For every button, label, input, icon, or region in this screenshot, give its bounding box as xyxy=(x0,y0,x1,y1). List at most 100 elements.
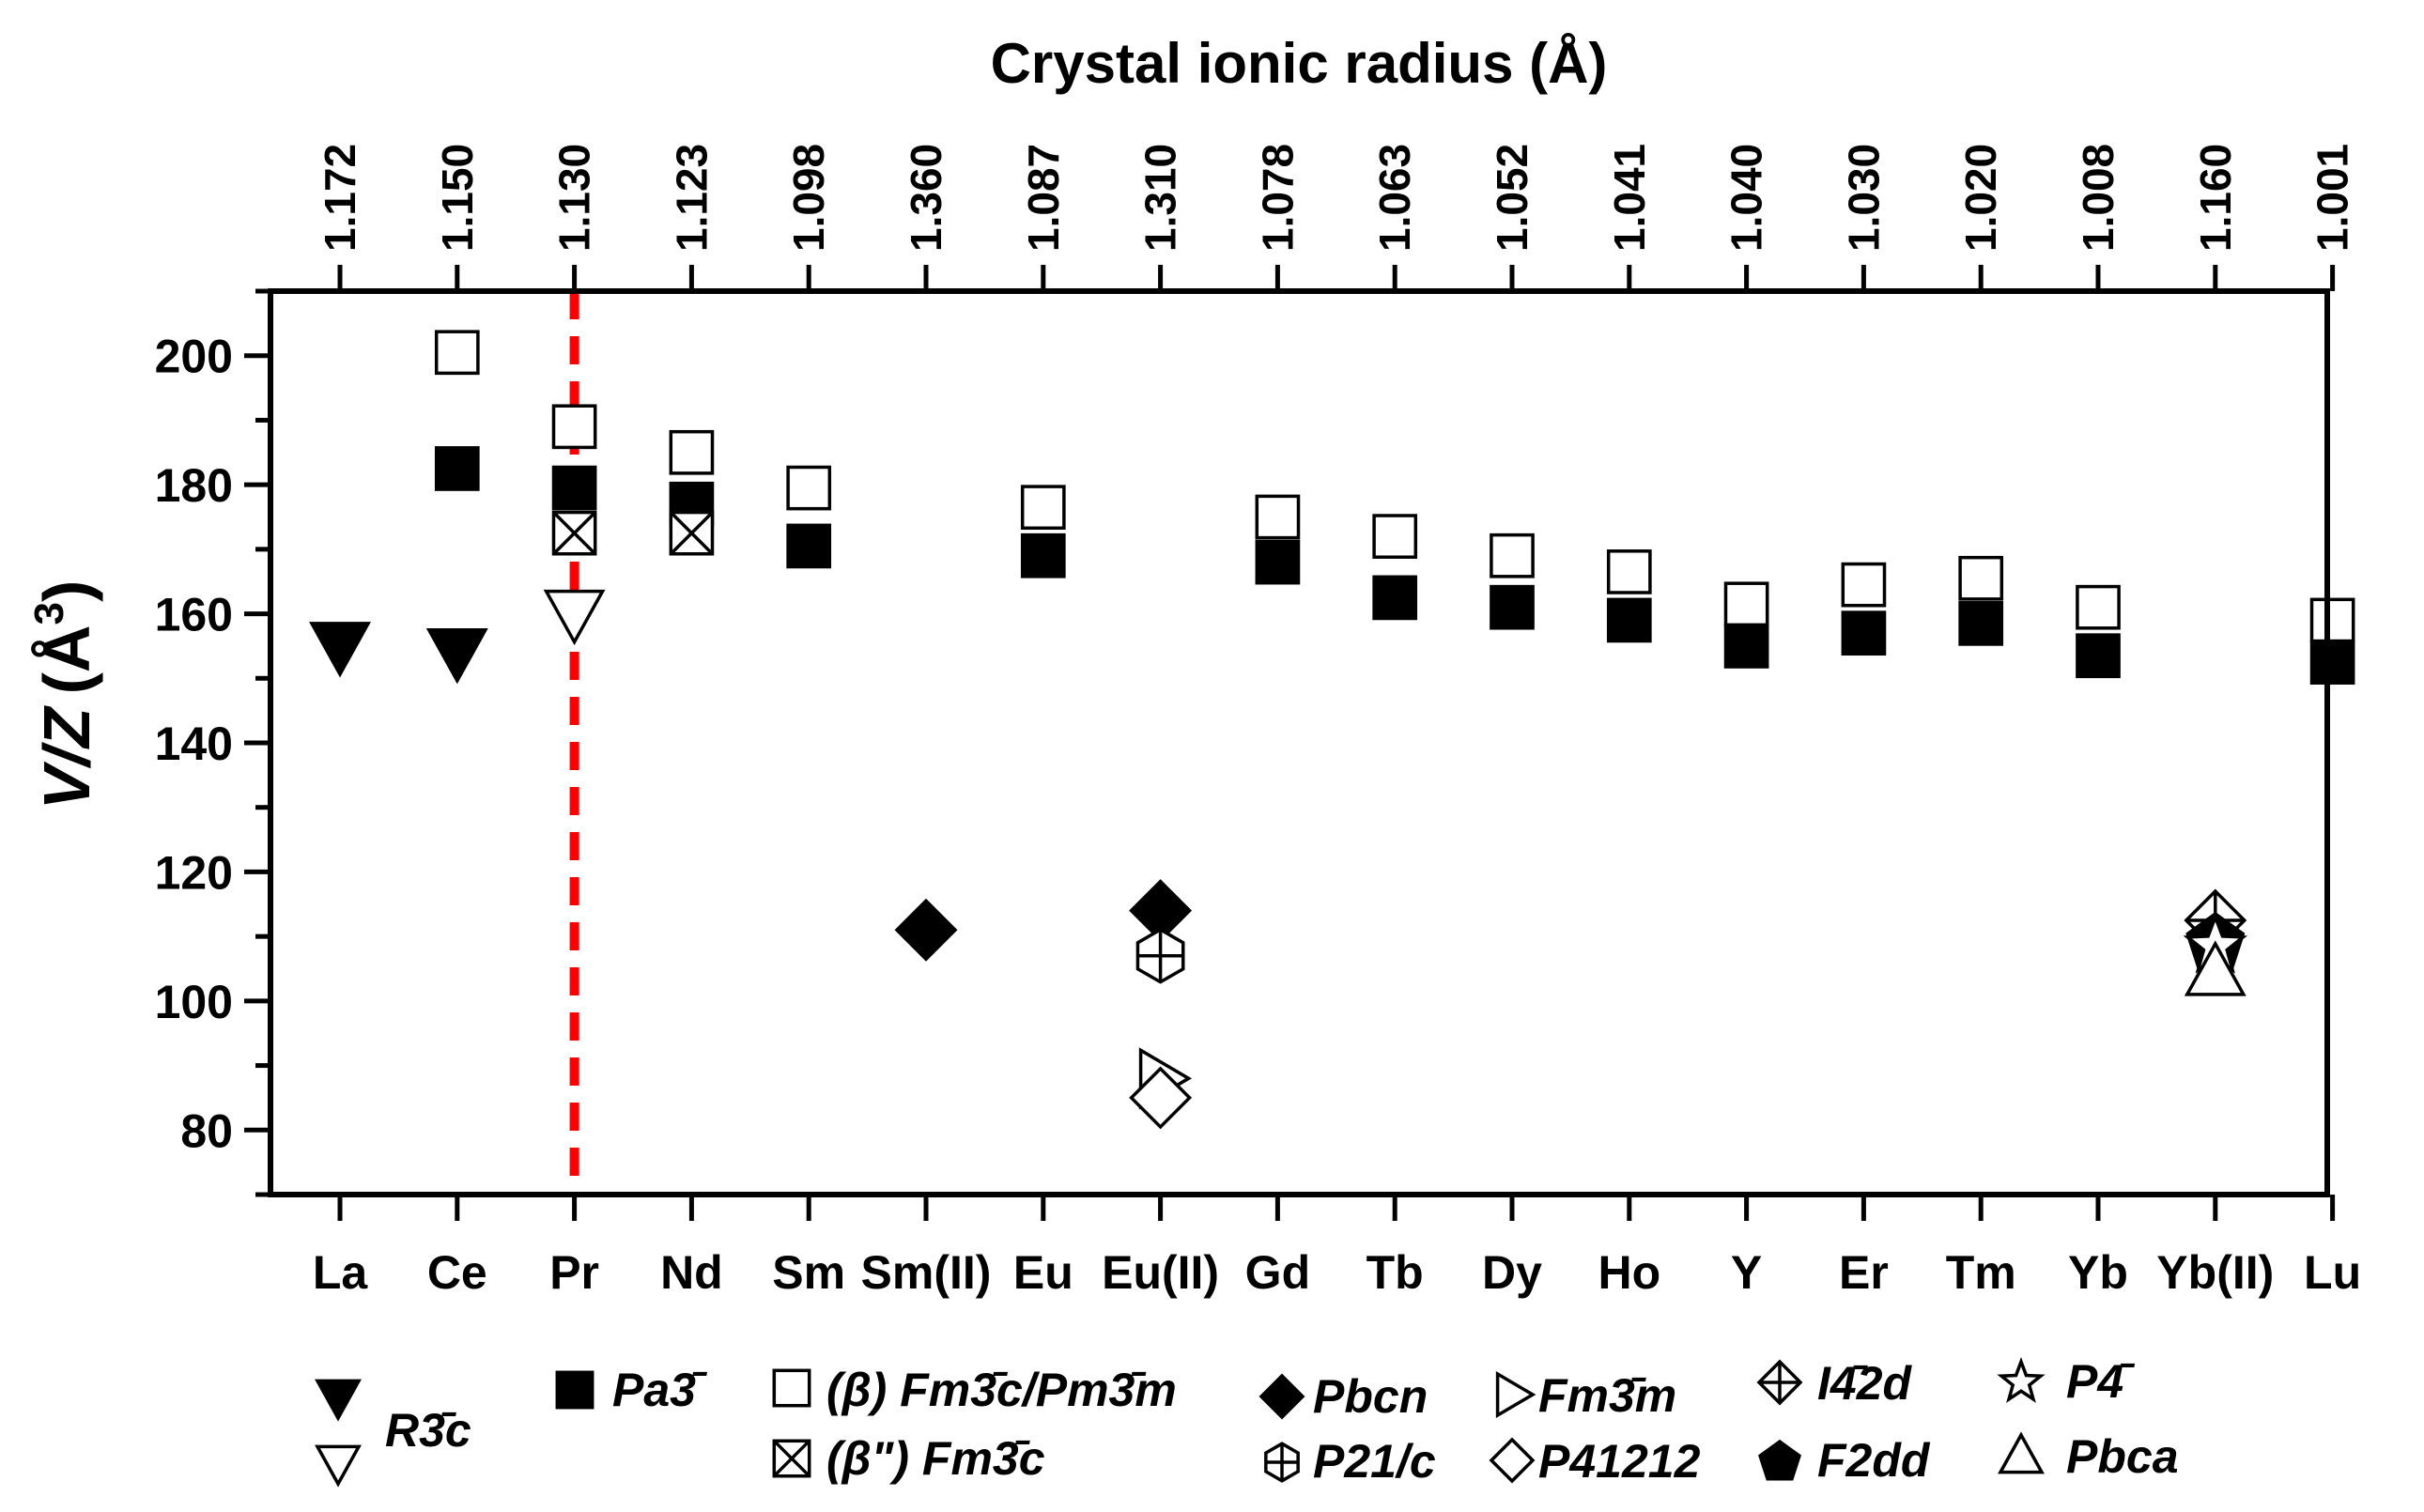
x-tick-label: Sm(II) xyxy=(861,1246,992,1299)
legend-label: Pbcn xyxy=(1313,1370,1428,1423)
top-tick-label: 1.087 xyxy=(1019,144,1068,252)
x-tick-label: Ce xyxy=(427,1246,487,1299)
top-tick-label: 1.041 xyxy=(1605,144,1654,252)
x-tick-label: Sm xyxy=(772,1246,845,1299)
legend-marker xyxy=(1264,1442,1300,1483)
data-point xyxy=(1020,532,1066,579)
x-tick-label: Ho xyxy=(1598,1246,1660,1299)
top-tick-label: 1.123 xyxy=(667,144,716,252)
legend-label: P41212 xyxy=(1538,1435,1701,1488)
legend: R3̄c Pa3̄ (β) Fm3̄c/Pm3̄m (β") Fm3̄c Pbcn P21… xyxy=(315,1355,2179,1488)
data-point xyxy=(1135,927,1185,984)
y-tick-label: 140 xyxy=(155,717,233,770)
top-tick-label: 1.078 xyxy=(1253,144,1302,252)
top-tick-label: 1.130 xyxy=(550,144,599,252)
legend-marker xyxy=(1756,1359,1803,1406)
y-tick-label: 80 xyxy=(180,1104,233,1157)
top-tick-label: 1.052 xyxy=(1488,144,1536,252)
legend-marker xyxy=(772,1439,811,1478)
top-tick-label: 1.172 xyxy=(316,144,364,252)
x-tick-label: Yb(II) xyxy=(2156,1246,2274,1299)
x-tick-label: Er xyxy=(1839,1246,1889,1299)
x-tick-label: Lu xyxy=(2304,1246,2361,1299)
top-tick-label: 1.040 xyxy=(1722,144,1771,252)
legend-label: R3̄c xyxy=(385,1404,471,1457)
legend-label: (β) Fm3̄c/Pm3̄m xyxy=(826,1364,1177,1416)
data-point xyxy=(786,523,832,569)
y-axis-title-unit: (Å xyxy=(30,625,103,695)
plot-frame xyxy=(268,288,2330,1197)
x-tick-label: Yb xyxy=(2068,1246,2128,1299)
data-point xyxy=(1490,584,1535,630)
data-point xyxy=(1255,494,1301,540)
data-point xyxy=(434,330,480,376)
data-point xyxy=(543,589,606,646)
legend-marker xyxy=(772,1368,811,1408)
top-tick-label: 1.030 xyxy=(1839,144,1888,252)
x-tick-label: Gd xyxy=(1245,1246,1310,1299)
data-point xyxy=(425,628,488,685)
x-tick-label: Y xyxy=(1731,1246,1762,1299)
data-point xyxy=(1606,549,1652,594)
data-point xyxy=(1958,555,2004,601)
legend-label: I4̄2d xyxy=(1817,1357,1913,1410)
data-point xyxy=(1958,601,2004,646)
data-point xyxy=(2309,640,2355,685)
data-point xyxy=(551,465,597,511)
data-point xyxy=(2076,584,2121,630)
y-tick-label: 180 xyxy=(155,459,233,512)
x-tick-label: Tm xyxy=(1946,1246,2016,1299)
data-point xyxy=(1129,1066,1193,1130)
data-points xyxy=(309,330,2355,1130)
legend-marker xyxy=(1495,1370,1536,1419)
x-tick-label: Tb xyxy=(1366,1246,1424,1299)
data-point xyxy=(669,510,715,556)
y-axis-title-exp: 3 xyxy=(26,602,72,625)
y-tick-label: 200 xyxy=(155,331,233,383)
legend-label: P21/c xyxy=(1313,1435,1436,1488)
data-point xyxy=(2309,597,2355,643)
legend-label: (β") Fm3̄c xyxy=(826,1432,1045,1485)
top-tick-label: 1.360 xyxy=(902,144,950,252)
legend-marker xyxy=(1758,1439,1801,1481)
legend-label: F2dd xyxy=(1817,1434,1931,1487)
y-axis-title-close: ) xyxy=(30,580,103,602)
top-tick-label: 1.063 xyxy=(1370,144,1419,252)
data-point xyxy=(669,429,715,475)
data-point xyxy=(1020,485,1066,531)
legend-marker xyxy=(315,1379,362,1422)
axes: 80 100 120 140 160 180 200 La 1.172 Ce 1.150 Pr 1.13… xyxy=(155,144,2362,1299)
top-tick-label: 1.008 xyxy=(2074,144,2123,252)
legend-marker xyxy=(315,1444,362,1488)
y-tick-label: 160 xyxy=(155,589,233,641)
top-axis-title: Crystal ionic radius (Å) xyxy=(991,32,1608,95)
data-point xyxy=(2076,633,2121,679)
data-point xyxy=(1490,532,1535,579)
x-tick-label: Nd xyxy=(660,1246,723,1299)
top-tick-label: 1.020 xyxy=(1956,144,2005,252)
top-tick-label: 1.160 xyxy=(2191,144,2240,252)
y-tick-label: 100 xyxy=(155,976,233,1028)
data-point xyxy=(551,510,597,556)
data-point xyxy=(1606,597,1652,643)
legend-label: Pbca xyxy=(2066,1430,2179,1483)
y-axis-title: V/Z (Å3) xyxy=(26,580,103,810)
legend-marker xyxy=(1997,1357,2046,1403)
data-point xyxy=(786,465,832,511)
legend-marker xyxy=(1258,1373,1305,1420)
data-point xyxy=(1372,514,1418,559)
data-point xyxy=(1255,539,1301,585)
top-tick-label: 1.150 xyxy=(433,144,482,252)
legend-marker xyxy=(555,1370,594,1410)
y-axis-title-main: V/Z xyxy=(30,705,103,810)
legend-marker xyxy=(1998,1431,2045,1474)
data-point xyxy=(1372,575,1418,621)
top-tick-label: 1.098 xyxy=(784,144,833,252)
data-point xyxy=(2184,940,2246,996)
y-tick-label: 120 xyxy=(155,846,233,899)
x-tick-label: Eu(II) xyxy=(1102,1246,1219,1299)
legend-label: Pa3̄ xyxy=(612,1364,708,1416)
x-tick-label: Pr xyxy=(549,1246,599,1299)
